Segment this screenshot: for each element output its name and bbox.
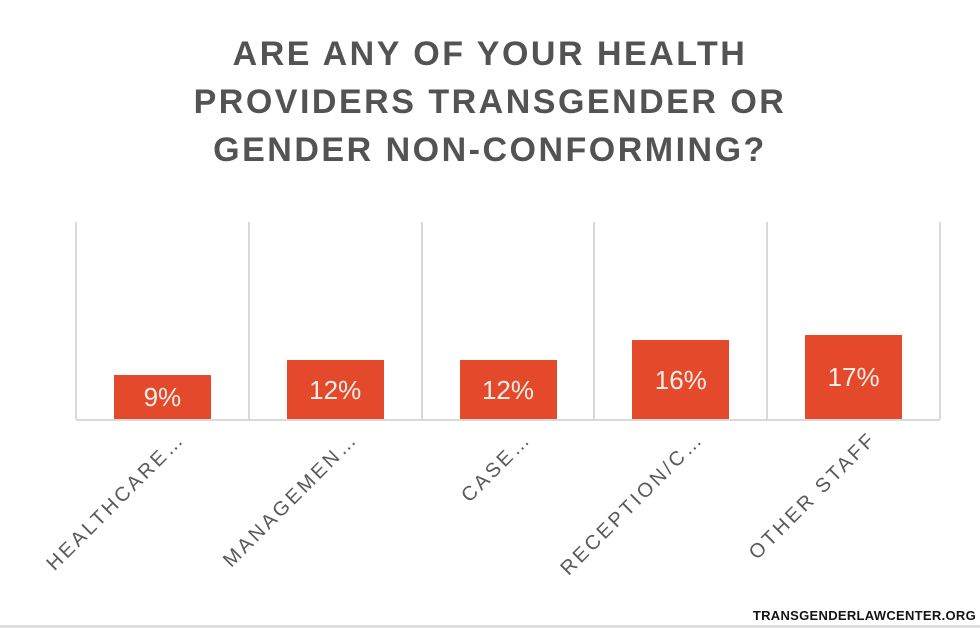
- gridline: [766, 222, 769, 419]
- bar-value-label: 12%: [309, 374, 362, 405]
- gridline: [75, 222, 77, 419]
- bar-value-label: 17%: [827, 362, 880, 392]
- chart-title: ARE ANY OF YOUR HEALTH PROVIDERS TRANSGE…: [0, 30, 980, 174]
- bar-value-label: 9%: [143, 382, 182, 412]
- gridline: [939, 222, 941, 419]
- bottom-edge-strip: [0, 625, 980, 628]
- bar: 17%: [805, 335, 903, 419]
- x-axis-label: HEALTHCARE…: [42, 428, 190, 576]
- bar: 12%: [459, 360, 557, 419]
- plot-area: 9% 12% 12% 16% 17%: [75, 222, 941, 421]
- x-axis-label: OTHER STAFF: [745, 428, 882, 565]
- x-axis-label: MANAGEMEN…: [219, 428, 363, 572]
- gridline: [420, 222, 423, 419]
- gridline: [247, 222, 250, 419]
- x-axis-label: CASE…: [456, 428, 536, 507]
- x-axis-line: [76, 419, 940, 421]
- chart-title-line-3: GENDER NON-CONFORMING?: [213, 131, 767, 169]
- gridline: [593, 222, 596, 419]
- chart-title-line-1: ARE ANY OF YOUR HEALTH: [232, 35, 748, 73]
- chart-title-line-2: PROVIDERS TRANSGENDER OR: [193, 83, 787, 121]
- bar: 12%: [286, 360, 384, 419]
- bar-value-label: 12%: [481, 374, 535, 405]
- bar-value-label: 16%: [654, 364, 707, 395]
- bar: 9%: [113, 375, 211, 419]
- x-axis-label: RECEPTION/C…: [556, 428, 709, 580]
- bar: 16%: [632, 340, 730, 419]
- watermark: TRANSGENDERLAWCENTER.ORG: [752, 608, 976, 623]
